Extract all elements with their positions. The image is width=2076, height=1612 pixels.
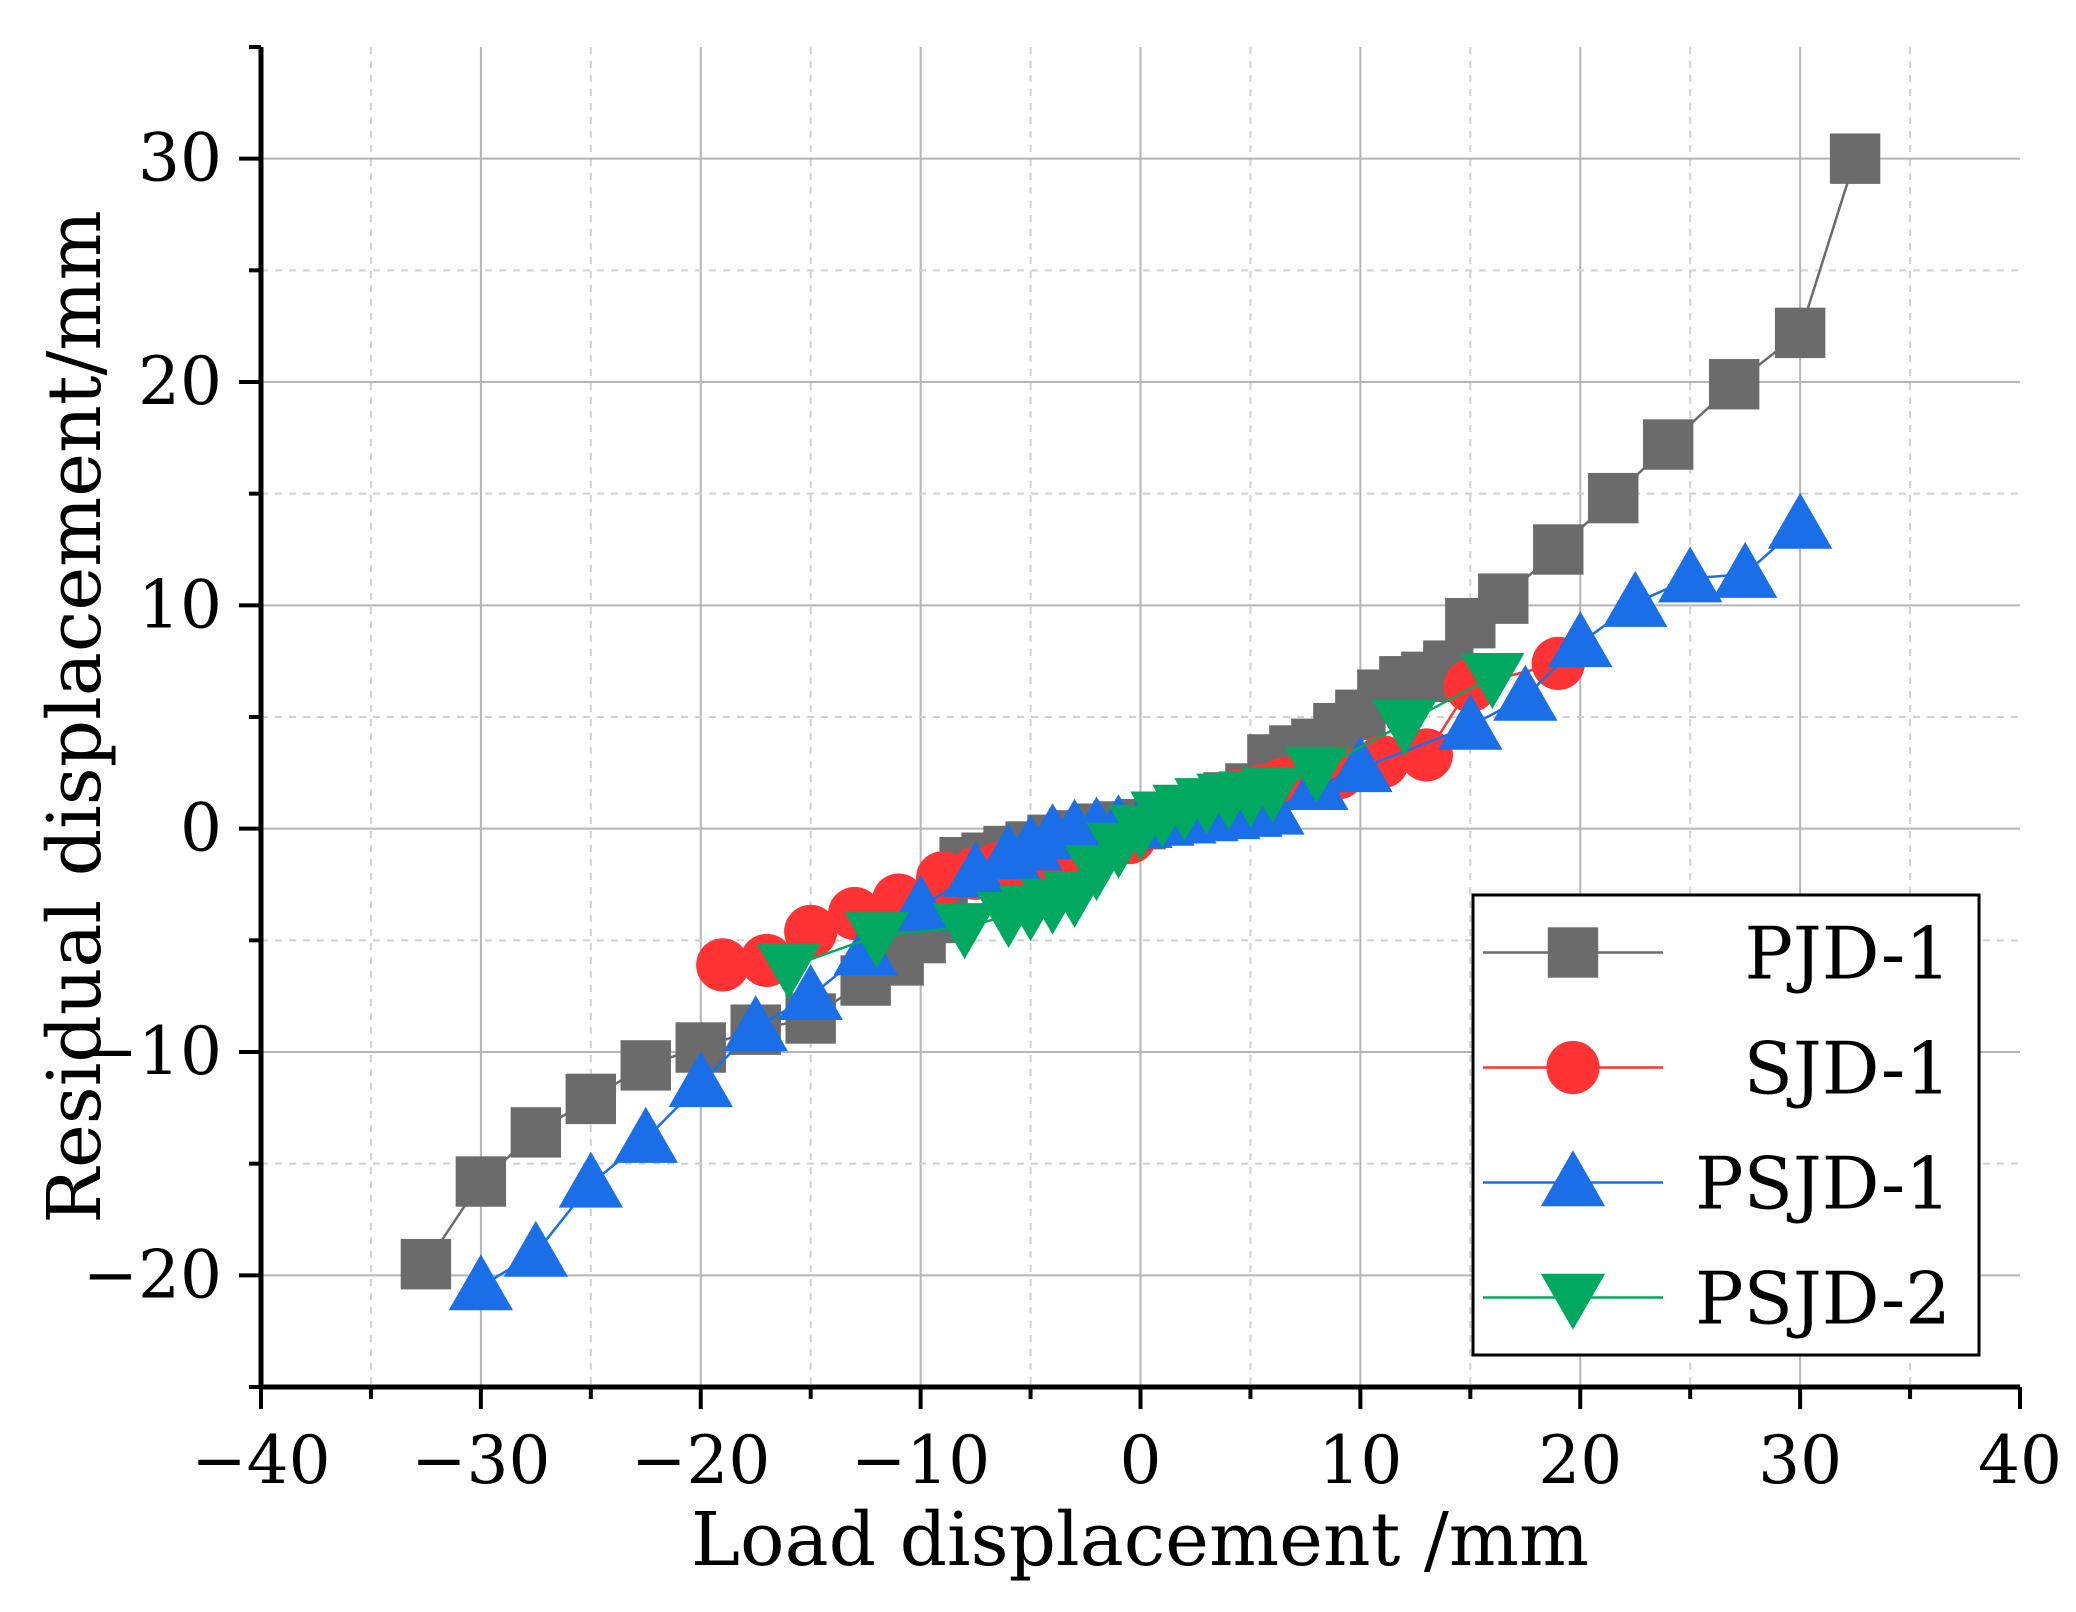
data-point-psjd-1 [558,1151,624,1208]
data-point-pjd-1 [1533,524,1584,575]
x-tick-label: −30 [411,1422,550,1499]
data-point-sjd-1 [1399,728,1453,782]
data-point-pjd-1 [1588,472,1639,524]
y-tick-label: −20 [83,1236,222,1313]
data-point-psjd-1 [613,1106,678,1163]
x-tick-label: 30 [1758,1422,1842,1499]
data-point-psjd-1 [1438,693,1503,750]
data-point-psjd-2 [1284,746,1349,803]
legend-item-pjd-1: PJD-1 [1483,912,1951,996]
legend-label: PJD-1 [1744,912,1951,996]
legend-marker [1546,1040,1600,1095]
x-tick-label: 10 [1318,1422,1402,1499]
y-tick-label: −10 [83,1013,222,1090]
data-point-psjd-1 [1493,664,1558,721]
data-point-psjd-2 [932,903,997,960]
data-point-pjd-1 [1478,573,1529,624]
data-point-psjd-1 [778,963,843,1020]
legend-label: SJD-1 [1744,1027,1951,1111]
data-point-psjd-2 [756,943,821,1000]
data-point-psjd-1 [668,1051,733,1108]
y-tick-label: 10 [138,566,222,643]
x-tick-label: −40 [191,1422,330,1499]
data-point-pjd-1 [1643,419,1694,470]
legend-item-psjd-2: PSJD-2 [1483,1257,1951,1341]
x-tick-label: −10 [851,1422,990,1499]
series-psjd-2 [756,653,1525,1000]
ticks: −40 −30 −20 −10 0 10 20 30 40 −20 −10 0 10 20 30 [83,45,2062,1499]
y-tick-label: 20 [138,343,222,420]
data-point-pjd-1 [455,1156,507,1207]
data-point-psjd-2 [844,912,909,969]
data-point-pjd-1 [510,1107,562,1158]
data-point-psjd-1 [1328,736,1393,793]
data-point-pjd-1 [1774,307,1826,359]
legend-marker [1540,1273,1606,1330]
x-tick-label: 0 [1120,1422,1162,1499]
data-point-pjd-1 [565,1073,617,1125]
data-point-pjd-1 [400,1238,452,1290]
legend-marker [1547,927,1599,978]
data-point-pjd-1 [620,1040,671,1091]
x-tick-label: 40 [1978,1422,2062,1499]
legend-item-psjd-1: PSJD-1 [1483,1142,1951,1226]
data-point-psjd-1 [1657,546,1723,603]
data-point-psjd-1 [723,995,788,1052]
x-tick-label: −20 [631,1422,770,1499]
plot-series [400,133,1881,1311]
legend-item-sjd-1: SJD-1 [1483,1027,1951,1111]
legend-label: PSJD-2 [1695,1257,1951,1341]
data-point-psjd-1 [1767,492,1833,549]
data-point-psjd-1 [1603,570,1668,627]
data-point-psjd-2 [1240,766,1305,823]
data-point-psjd-1 [448,1254,514,1311]
y-tick-label: 30 [138,120,222,197]
data-point-pjd-1 [1708,359,1760,410]
y-tick-label: 0 [180,790,222,867]
data-point-psjd-1 [503,1220,569,1277]
data-point-psjd-2 [1460,653,1525,709]
legend-label: PSJD-1 [1695,1142,1951,1226]
x-axis-title: Load displacement /mm [691,1497,1589,1583]
data-point-psjd-2 [1372,699,1437,756]
x-tick-label: 20 [1538,1422,1622,1499]
legend: PJD-1 SJD-1 PSJD-1 PSJD-2 [1471,893,1981,1357]
y-axis-title: Residual displacement/mm [32,210,118,1224]
data-point-psjd-1 [1548,611,1613,668]
data-point-pjd-1 [1829,133,1881,184]
data-point-sjd-1 [696,938,750,992]
legend-marker [1540,1150,1606,1207]
data-point-psjd-1 [1712,541,1778,598]
data-point-psjd-1 [943,841,1008,898]
